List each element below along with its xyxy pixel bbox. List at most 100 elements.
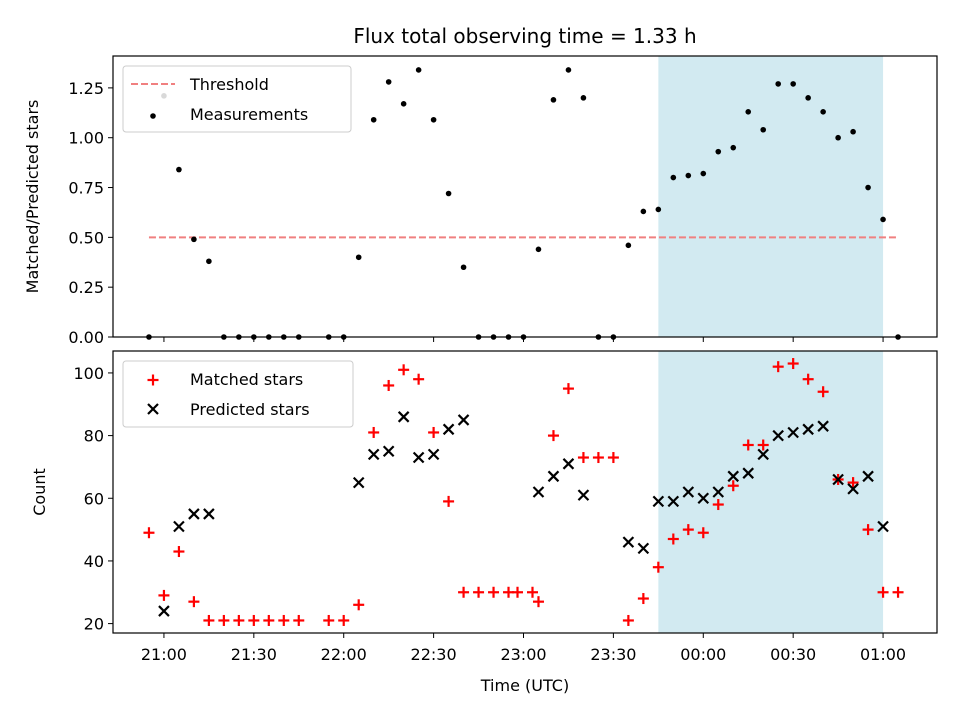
predicted-star-point-b xyxy=(203,508,215,520)
observing-window-shade xyxy=(658,351,884,633)
matched-star-point xyxy=(847,477,859,489)
matched-star-point xyxy=(592,452,604,464)
measurement-point xyxy=(580,95,587,101)
matched-star-point xyxy=(727,480,739,492)
matched-star-point xyxy=(428,426,440,438)
predicted-star-point xyxy=(188,508,200,520)
predicted-star-point-b xyxy=(397,411,410,423)
predicted-star-point-b xyxy=(757,448,769,461)
matched-star-point xyxy=(577,452,589,464)
predicted-star-point xyxy=(562,458,575,470)
matched-star-point xyxy=(877,586,889,598)
ratio-y-ticks: 0.00 0.25 0.50 0.75 1.00 1.25 xyxy=(68,79,113,347)
predicted-star-point-b xyxy=(457,414,470,426)
ratio-axes-frame xyxy=(112,55,938,338)
matched-star-point xyxy=(787,358,799,370)
predicted-star-point-b xyxy=(367,448,380,461)
matched-star-point xyxy=(607,452,619,464)
matched-star-point xyxy=(158,589,170,601)
predicted-star-point xyxy=(772,429,784,442)
measurement-point xyxy=(385,79,392,85)
matched-star-point xyxy=(637,593,649,605)
count-x-tick-label: 01:00 xyxy=(860,645,906,664)
matched-star-point xyxy=(398,364,410,376)
legend-predicted-marker xyxy=(147,403,159,415)
measurement-point xyxy=(775,81,781,87)
matched-star-point xyxy=(473,586,485,598)
measurement-point xyxy=(700,170,707,177)
measurement-point xyxy=(640,208,647,215)
measurement-point xyxy=(535,246,542,253)
count-x-ticks: 21:00 21:30 22:00 22:30 23:00 23:30 00:00 00:30… xyxy=(141,633,906,664)
matched-stars-points xyxy=(143,358,904,626)
count-x-tick-label: 00:30 xyxy=(770,645,816,664)
count-panel: 20 40 60 80 100 21:00 21:30 22:00 22:30 23:00 23:… xyxy=(30,350,938,695)
matched-star-point xyxy=(667,533,679,545)
predicted-star-point-b xyxy=(742,467,755,479)
predicted-star-point-b xyxy=(652,495,665,508)
predicted-star-point xyxy=(367,448,380,461)
predicted-star-point-b xyxy=(442,423,455,436)
ratio-y-tick-label: 0.50 xyxy=(68,228,104,247)
legend-predicted-swatch xyxy=(147,403,159,415)
predicted-star-point xyxy=(427,448,440,461)
measurement-point xyxy=(415,67,422,73)
predicted-star-point-b xyxy=(637,542,650,555)
predicted-star-point-b xyxy=(817,420,829,432)
measurement-point xyxy=(550,97,557,103)
predicted-star-point-b xyxy=(802,423,814,436)
predicted-star-point xyxy=(832,473,844,486)
ratio-y-tick-label: 1.25 xyxy=(68,79,104,98)
measurement-point xyxy=(850,128,856,135)
matched-star-point xyxy=(892,586,904,598)
predicted-star-point-b xyxy=(787,426,799,439)
predicted-star-point-b xyxy=(877,520,889,533)
predicted-star-point xyxy=(577,489,590,501)
measurement-point xyxy=(400,101,407,107)
matched-star-point xyxy=(697,527,709,539)
matched-star-point xyxy=(802,373,814,385)
predicted-star-point xyxy=(397,411,410,423)
predicted-star-point-b xyxy=(158,605,170,617)
predicted-star-point xyxy=(637,542,650,555)
measurement-point xyxy=(430,116,437,123)
predicted-star-point xyxy=(802,423,814,436)
ratio-panel: 0.00 0.25 0.50 0.75 1.00 1.25 Flux total obse… xyxy=(23,24,938,347)
matched-star-point xyxy=(817,386,829,398)
measurement-point xyxy=(880,216,886,223)
count-y-ticks: 20 40 60 80 100 xyxy=(73,364,113,634)
matched-star-point xyxy=(233,614,245,626)
measurement-point xyxy=(730,144,737,151)
ratio-y-tick-label: 1.00 xyxy=(68,129,104,148)
count-legend: Matched stars Predicted stars xyxy=(122,360,354,428)
predicted-star-point xyxy=(652,495,665,508)
matched-star-point xyxy=(143,527,155,539)
predicted-star-point xyxy=(158,605,170,617)
count-x-tick-label: 21:00 xyxy=(141,645,187,664)
matched-star-point xyxy=(772,361,784,373)
measurement-point xyxy=(790,81,796,87)
predicted-star-point-b xyxy=(682,486,695,498)
matched-star-point xyxy=(413,373,425,385)
predicted-star-point xyxy=(457,414,470,426)
predicted-star-point-b xyxy=(712,486,725,498)
legend-predicted-marker-b xyxy=(147,403,159,415)
count-x-tick-label: 00:00 xyxy=(680,645,726,664)
count-x-tick-label: 22:00 xyxy=(321,645,367,664)
count-y-tick-label: 80 xyxy=(84,427,104,446)
count-x-tick-label: 23:00 xyxy=(500,645,546,664)
predicted-star-point-b xyxy=(667,495,680,508)
matched-star-point xyxy=(458,586,470,598)
observing-window-shade xyxy=(658,56,884,337)
matched-star-point xyxy=(742,439,754,451)
predicted-star-point-b xyxy=(532,486,545,498)
predicted-star-point-b xyxy=(697,492,710,505)
matched-star-point xyxy=(562,383,574,395)
predicted-star-point xyxy=(667,495,680,508)
predicted-star-point-b xyxy=(412,451,425,464)
predicted-star-point-b xyxy=(772,429,784,442)
predicted-star-point xyxy=(817,420,829,432)
legend-measurements-label: Measurements xyxy=(190,105,308,124)
measurement-point xyxy=(191,236,197,243)
matched-star-point xyxy=(512,586,524,598)
